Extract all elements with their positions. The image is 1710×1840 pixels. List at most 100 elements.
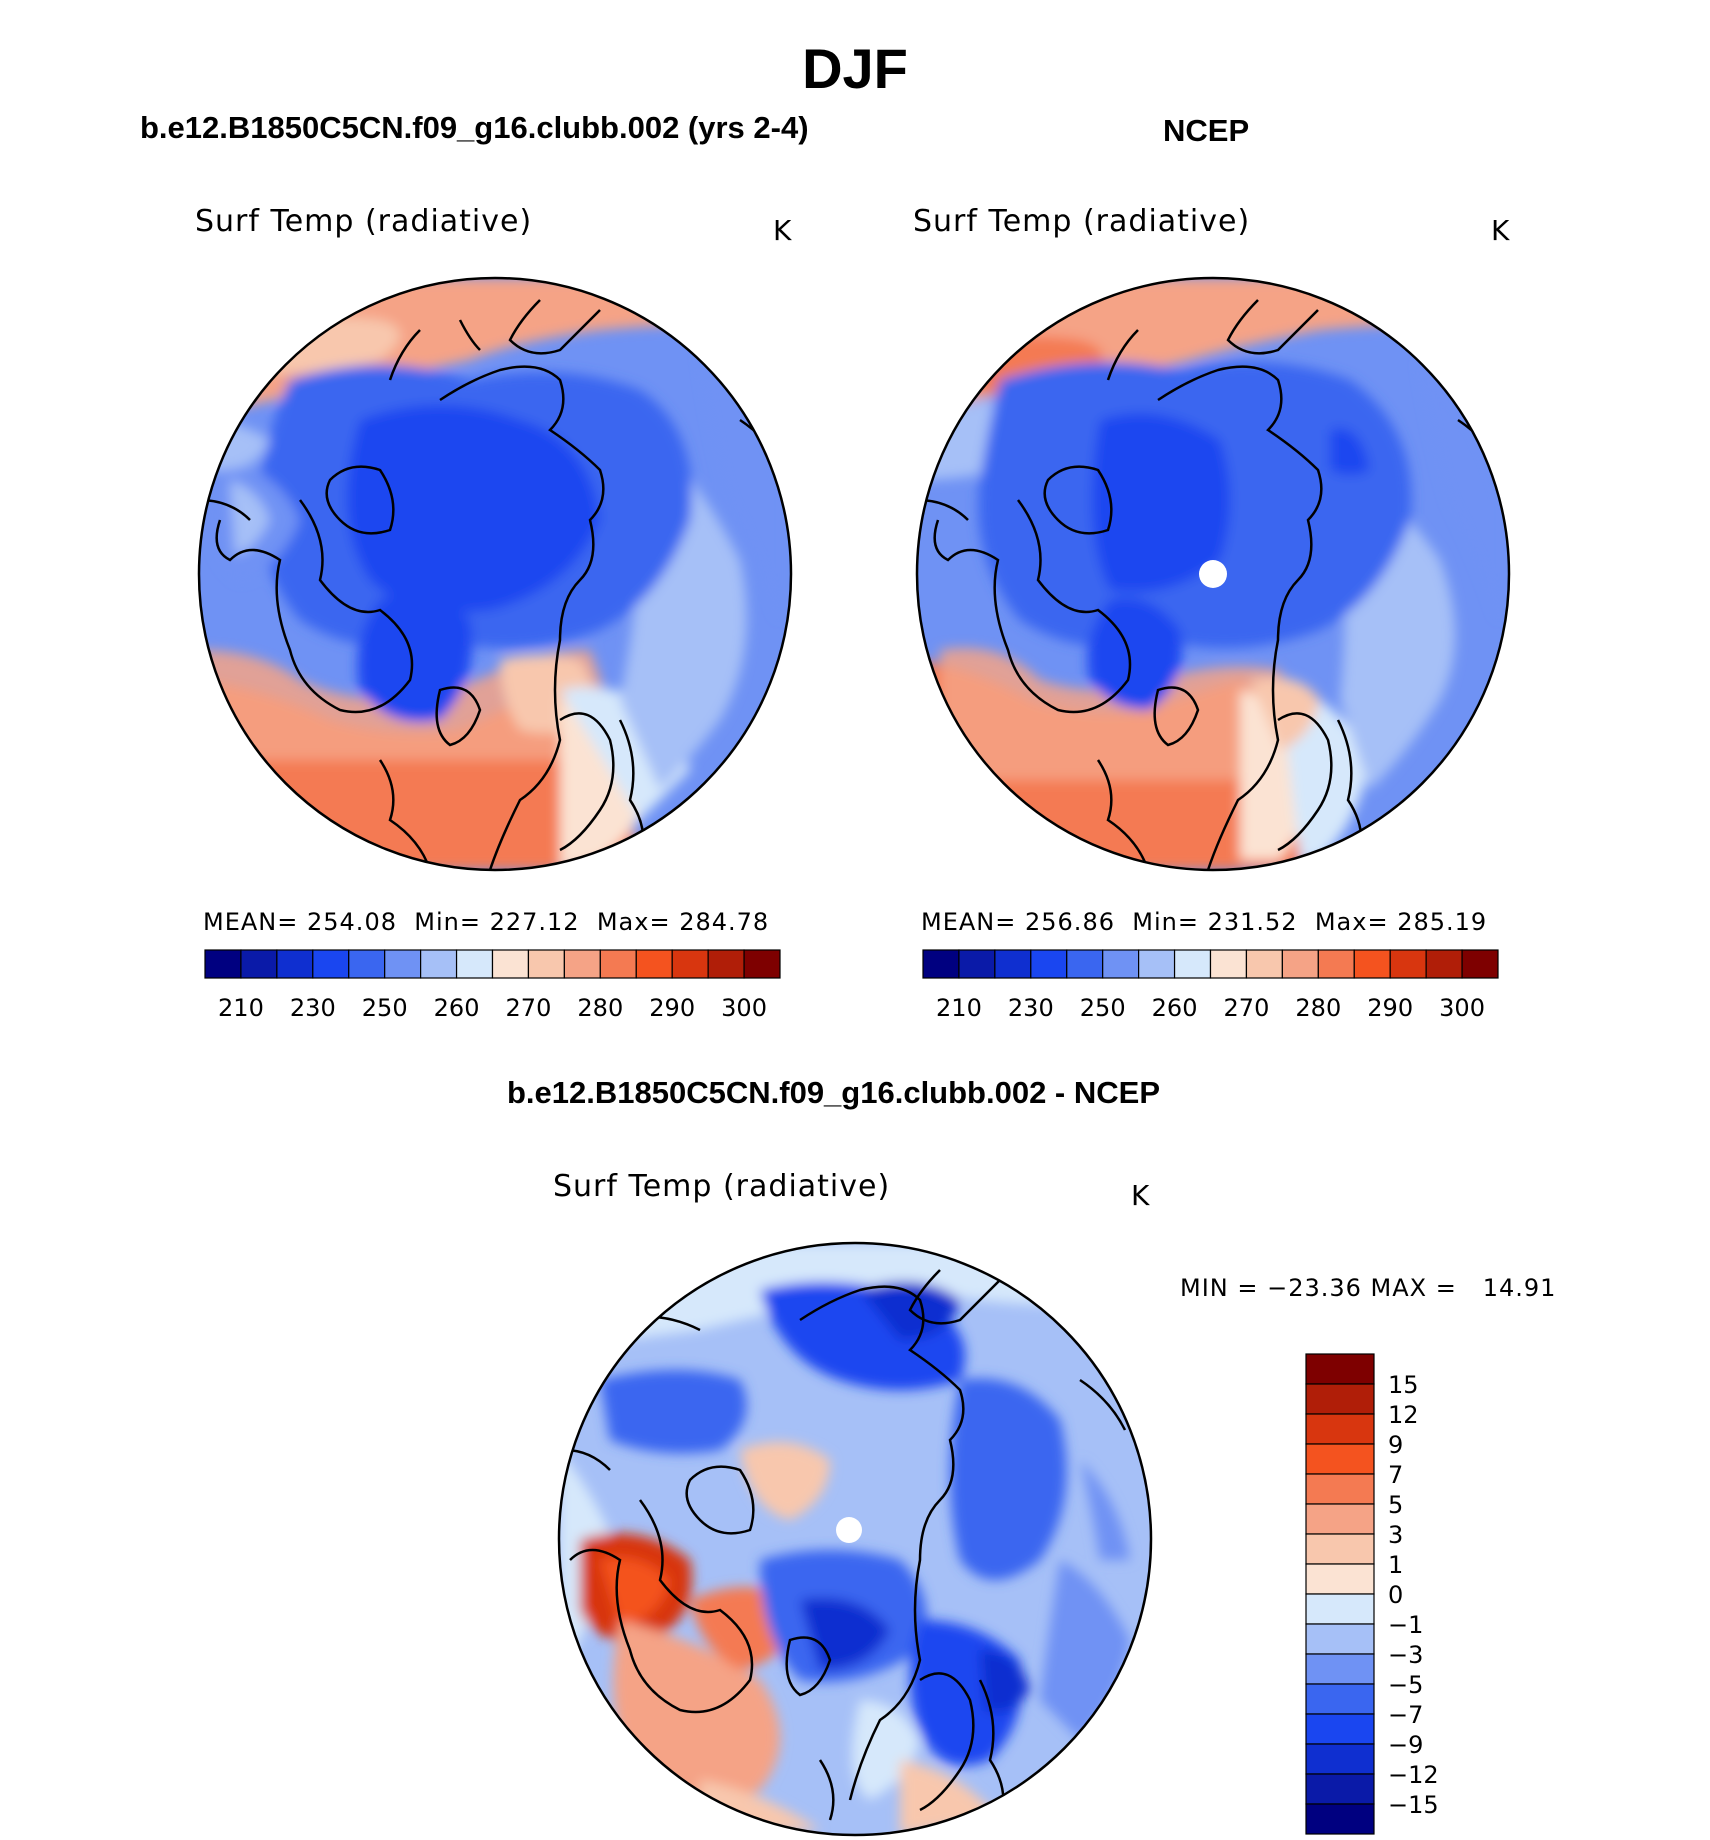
min-value: 231.52 [1207, 908, 1298, 936]
colorbar-box [599, 949, 637, 979]
colorbar-box [1305, 1803, 1375, 1835]
colorbar-tick-label: 290 [649, 994, 695, 1022]
missing-data-pole [836, 1517, 862, 1543]
colorbar-box [1281, 949, 1319, 979]
panel-title-difference: b.e12.B1850C5CN.f09_g16.clubb.002 - NCEP [507, 1075, 1160, 1110]
colorbar-ncep: 210 230 250 260 270 280 290 300 [922, 949, 1499, 1022]
colorbar-box [1305, 1353, 1375, 1385]
missing-data-pole [1199, 560, 1227, 588]
colorbar-box [1173, 949, 1212, 979]
colorbar-box [1317, 949, 1355, 979]
colorbar-box [491, 949, 530, 979]
variable-label-difference: Surf Temp (radiative) [553, 1169, 891, 1204]
colorbar-box [922, 949, 960, 979]
colorbar-tick-label: 210 [218, 994, 264, 1022]
stats-model: MEAN= 254.08 Min= 227.12 Max= 284.78 [203, 908, 769, 936]
colorbar-tick-label: 0 [1388, 1581, 1403, 1609]
units-label-model: K [773, 214, 793, 247]
colorbar-tick-label: 300 [721, 994, 767, 1022]
map-boundary [197, 276, 793, 872]
colorbar-box [1389, 949, 1427, 979]
colorbar-box [1461, 949, 1499, 979]
mean-label: MEAN= [921, 908, 1017, 936]
polar-map-model [197, 276, 793, 872]
mean-label: MEAN= [203, 908, 299, 936]
colorbar-tick-label: 3 [1388, 1521, 1403, 1549]
colorbar-box [1305, 1743, 1375, 1775]
colorbar-box [1305, 1623, 1375, 1655]
colorbar-box [1305, 1563, 1375, 1595]
colorbar-box [312, 949, 350, 979]
colorbar-tick-label: 260 [434, 994, 480, 1022]
colorbar-box [1305, 1773, 1375, 1805]
variable-label-ncep: Surf Temp (radiative) [913, 204, 1251, 239]
panel-title-model: b.e12.B1850C5CN.f09_g16.clubb.002 (yrs 2… [140, 110, 809, 145]
colorbar-tick-label: −1 [1388, 1611, 1423, 1639]
colorbar-box [1305, 1653, 1375, 1685]
colorbar-box [1305, 1713, 1375, 1745]
colorbar-box [1305, 1473, 1375, 1505]
colorbar-box [527, 949, 565, 979]
colorbar-tick-label: 230 [1008, 994, 1054, 1022]
colorbar-box [348, 949, 386, 979]
colorbar-tick-label: −7 [1388, 1701, 1423, 1729]
colorbar-box [958, 949, 996, 979]
colorbar-tick-label: −9 [1388, 1731, 1423, 1759]
min-label: Min= [1132, 908, 1199, 936]
colorbar-tick-label: 5 [1388, 1491, 1403, 1519]
colorbar-box [563, 949, 601, 979]
colorbar-box [1305, 1383, 1375, 1415]
variable-label-model: Surf Temp (radiative) [195, 204, 533, 239]
colorbar-tick-label: 1 [1388, 1551, 1403, 1579]
map-boundary [915, 276, 1511, 872]
mean-value: 254.08 [307, 908, 397, 936]
colorbar-tick-label: 250 [362, 994, 408, 1022]
min-label: Min= [414, 908, 481, 936]
colorbar-tick-label: 12 [1388, 1401, 1419, 1429]
colorbar-tick-label: −15 [1388, 1791, 1439, 1819]
colorbar-box [707, 949, 745, 979]
colorbar-tick-label: 290 [1367, 994, 1413, 1022]
colorbar-tick-label: 7 [1388, 1461, 1403, 1489]
max-label: Max= [596, 908, 671, 936]
colorbar-box [994, 949, 1032, 979]
colorbar-tick-label: 280 [1295, 994, 1341, 1022]
colorbar-tick-label: 210 [936, 994, 982, 1022]
colorbar-box [1066, 949, 1104, 979]
units-label-difference: K [1131, 1179, 1151, 1212]
colorbar-box [420, 949, 458, 979]
colorbar-tick-label: 300 [1439, 994, 1485, 1022]
colorbar-box [671, 949, 709, 979]
polar-map-difference [557, 1241, 1153, 1837]
max-label: Max= [1314, 908, 1389, 936]
colorbar-box [635, 949, 673, 979]
colorbar-box [1209, 949, 1248, 979]
page-title: DJF [802, 37, 908, 100]
colorbar-box [743, 949, 781, 979]
stats-ncep: MEAN= 256.86 Min= 231.52 Max= 285.19 [921, 908, 1487, 936]
colorbar-box [1425, 949, 1463, 979]
colorbar-box [276, 949, 314, 979]
panel-title-ncep: NCEP [1163, 113, 1250, 148]
colorbar-box [1305, 1503, 1375, 1535]
colorbar-box [1138, 949, 1176, 979]
colorbar-tick-label: −5 [1388, 1671, 1423, 1699]
max-value: 285.19 [1397, 908, 1488, 936]
colorbar-box [1305, 1413, 1375, 1445]
colorbar-box [455, 949, 494, 979]
stats-difference: MIN = −23.36 MAX = 14.91 [1180, 1274, 1557, 1302]
colorbar-box [1305, 1593, 1375, 1625]
colorbar-box [1305, 1443, 1375, 1475]
colorbar-box [1353, 949, 1391, 979]
colorbar-tick-label: 260 [1152, 994, 1198, 1022]
colorbar-tick-label: 270 [1224, 994, 1270, 1022]
colorbar-tick-label: 9 [1388, 1431, 1403, 1459]
colorbar-tick-label: −12 [1388, 1761, 1439, 1789]
colorbar-box [204, 949, 242, 979]
coastlines [917, 299, 1505, 870]
colorbar-box [384, 949, 422, 979]
colorbar-box [1102, 949, 1140, 979]
colorbar-box [1245, 949, 1283, 979]
